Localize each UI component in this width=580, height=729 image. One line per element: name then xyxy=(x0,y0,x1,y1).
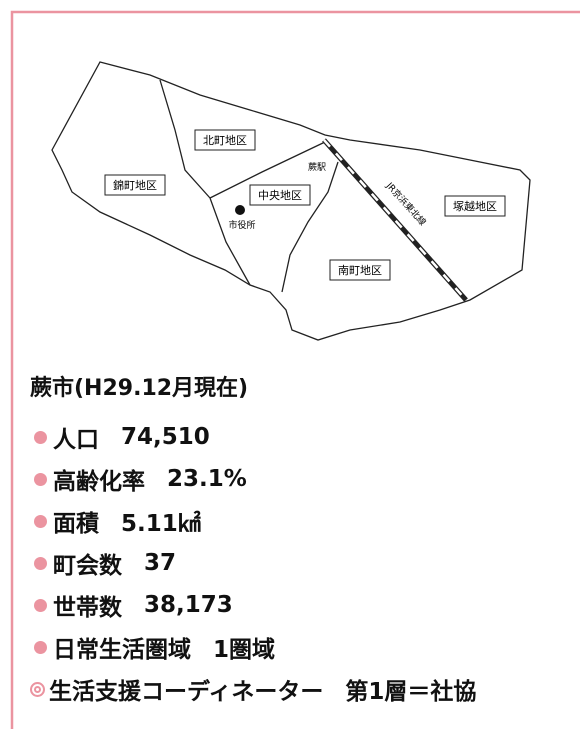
boundary xyxy=(209,197,251,286)
item-label: 高齢化率 xyxy=(53,469,145,495)
bullet xyxy=(34,598,47,612)
district-box xyxy=(444,195,506,217)
bullet xyxy=(34,514,47,528)
district-label: 南町地区 xyxy=(338,264,382,277)
double-circle xyxy=(30,681,45,697)
item-label: 日常生活圏域 xyxy=(53,637,191,663)
railway xyxy=(322,138,468,302)
frame xyxy=(10,10,580,729)
bullet xyxy=(34,430,47,444)
info-item: 世帯数 38,173 xyxy=(34,588,233,622)
boundaries xyxy=(51,61,531,341)
city-outline xyxy=(51,61,531,341)
info-note: 生活支援コーディネーター 第1層＝社協 xyxy=(30,672,476,706)
info-title: 蕨市(H29.12月現在) xyxy=(30,376,249,401)
bullet xyxy=(34,640,47,654)
item-value: 5.11㎢ xyxy=(121,511,201,537)
item-value: 74,510 xyxy=(121,424,210,450)
district-label: 塚越地区 xyxy=(453,199,497,213)
item-label: 人口 xyxy=(53,427,99,453)
district-box xyxy=(194,129,256,151)
item-label: 世帯数 xyxy=(53,595,122,621)
bullet xyxy=(34,472,47,486)
boundary xyxy=(281,161,339,293)
district-label: 北町地区 xyxy=(203,134,247,147)
item-value: 38,173 xyxy=(144,592,233,618)
city-hall-dot xyxy=(235,205,245,215)
info-item: 人口 74,510 xyxy=(34,420,210,454)
railway-label: JR京浜東北線 xyxy=(383,179,429,228)
bullet xyxy=(34,556,47,570)
note-label: 生活支援コーディネーター xyxy=(49,679,324,705)
boundary xyxy=(159,79,211,199)
info-item: 高齢化率 23.1% xyxy=(34,462,247,496)
city-hall-label: 市役所 xyxy=(228,219,255,231)
district-box xyxy=(329,259,391,281)
item-value: 1圏域 xyxy=(213,637,276,663)
district-label: 錦町地区 xyxy=(113,178,157,192)
info-item: 面積 5.11㎢ xyxy=(34,504,201,538)
item-label: 面積 xyxy=(53,511,99,537)
district-box xyxy=(104,174,166,196)
station-label: 蕨駅 xyxy=(308,161,326,173)
item-value: 37 xyxy=(144,550,177,576)
district-label: 中央地区 xyxy=(258,189,302,202)
item-label: 町会数 xyxy=(53,553,122,579)
item-value: 23.1% xyxy=(167,466,247,492)
info-item: 町会数 37 xyxy=(34,546,176,580)
info-item: 日常生活圏域 1圏域 xyxy=(34,630,275,664)
district-box xyxy=(249,184,311,206)
boundary xyxy=(209,141,326,199)
note-value: 第1層＝社協 xyxy=(345,679,477,705)
